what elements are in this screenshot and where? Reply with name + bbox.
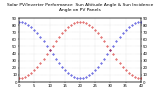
Text: Solar PV/Inverter Performance  Sun Altitude Angle & Sun Incidence Angle on PV Pa: Solar PV/Inverter Performance Sun Altitu…	[7, 3, 153, 12]
